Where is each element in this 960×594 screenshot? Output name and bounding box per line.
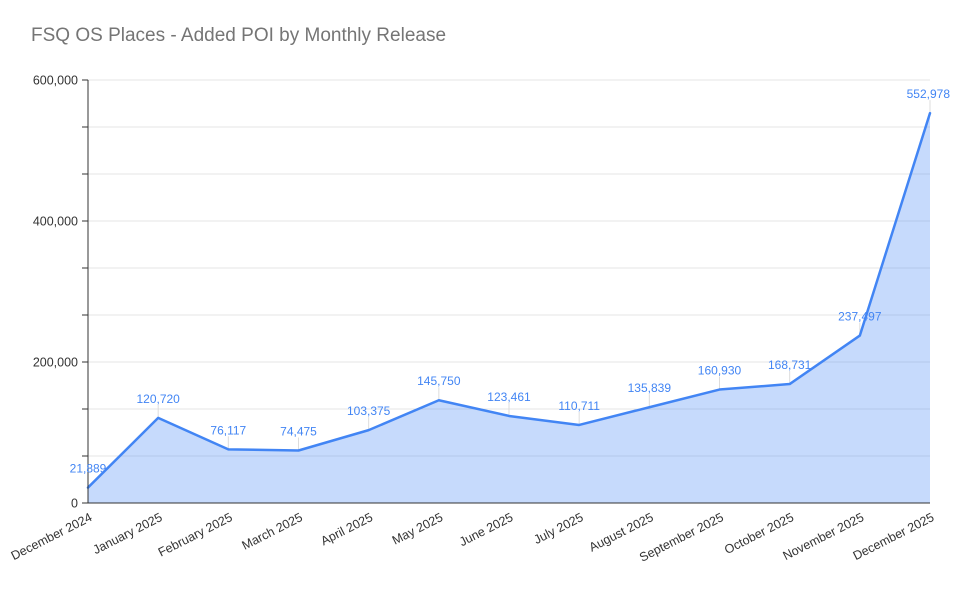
data-label: 237,497	[838, 310, 882, 324]
y-axis-label: 200,000	[33, 356, 78, 370]
x-axis-label: January 2025	[91, 510, 165, 557]
x-axis-label: March 2025	[240, 510, 305, 552]
data-label: 103,375	[347, 404, 391, 418]
data-label: 552,978	[907, 87, 951, 101]
data-label: 110,711	[558, 399, 600, 413]
data-label: 21,889	[70, 462, 107, 476]
x-axis-label: December 2024	[9, 510, 95, 563]
x-axis-label: February 2025	[156, 510, 235, 559]
data-label: 145,750	[417, 374, 461, 388]
x-axis-label: July 2025	[531, 510, 585, 547]
data-label: 160,930	[698, 364, 742, 378]
data-label: 76,117	[210, 423, 246, 437]
data-label: 74,475	[280, 424, 317, 438]
data-label: 135,839	[628, 381, 672, 395]
data-label: 123,461	[487, 390, 531, 404]
data-label: 120,720	[136, 392, 180, 406]
data-label: 168,731	[768, 358, 812, 372]
x-axis-label: June 2025	[457, 510, 515, 549]
x-axis-label: May 2025	[390, 510, 445, 547]
series-area	[88, 113, 930, 503]
x-axis-label: April 2025	[319, 510, 376, 548]
chart-title: FSQ OS Places - Added POI by Monthly Rel…	[31, 25, 447, 46]
y-axis-label: 600,000	[33, 74, 78, 88]
series-line	[86, 111, 932, 489]
y-axis-label: 400,000	[33, 215, 78, 229]
y-axis-label: 0	[71, 497, 78, 511]
